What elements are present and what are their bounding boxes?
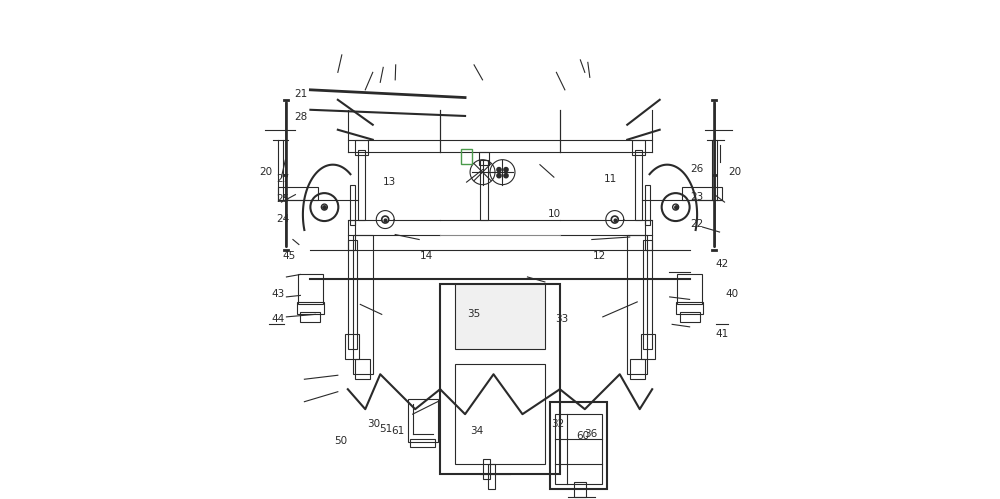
Bar <box>641 334 655 359</box>
Bar <box>645 220 652 250</box>
Text: 45: 45 <box>283 251 296 261</box>
Text: 41: 41 <box>716 329 729 339</box>
Bar <box>682 187 722 200</box>
Bar <box>635 150 642 220</box>
Text: 43: 43 <box>271 289 285 299</box>
Bar <box>440 284 560 474</box>
Bar <box>278 187 318 200</box>
Bar <box>488 464 495 489</box>
Text: 50: 50 <box>334 436 347 446</box>
Bar <box>358 150 365 220</box>
Bar <box>355 359 370 379</box>
Text: 26: 26 <box>691 164 704 174</box>
Text: 10: 10 <box>547 209 561 219</box>
Bar <box>350 185 355 225</box>
Bar <box>550 402 607 489</box>
Circle shape <box>504 174 508 178</box>
Text: 23: 23 <box>691 192 704 202</box>
Text: 35: 35 <box>468 309 481 319</box>
Bar <box>355 140 368 155</box>
Text: 34: 34 <box>470 426 483 436</box>
Circle shape <box>673 204 679 210</box>
Bar <box>455 364 545 464</box>
Circle shape <box>504 168 508 172</box>
Text: 61: 61 <box>392 426 405 436</box>
Bar <box>677 274 702 304</box>
Bar <box>348 240 357 349</box>
Bar <box>479 152 489 165</box>
Bar <box>298 274 323 304</box>
Text: 60: 60 <box>576 431 589 441</box>
Bar <box>408 399 438 442</box>
Circle shape <box>497 168 501 172</box>
Text: 28: 28 <box>294 112 308 122</box>
Bar <box>348 220 355 250</box>
Bar <box>345 334 359 359</box>
Text: 40: 40 <box>726 289 739 299</box>
Bar <box>645 185 650 225</box>
Bar <box>353 235 373 374</box>
Text: 20: 20 <box>729 167 742 177</box>
Bar <box>680 312 700 322</box>
Bar <box>480 160 488 220</box>
Bar <box>455 284 545 349</box>
Text: 42: 42 <box>716 259 729 269</box>
Text: 22: 22 <box>691 219 704 229</box>
Circle shape <box>611 216 618 223</box>
Text: 14: 14 <box>420 251 433 261</box>
Bar <box>632 140 645 155</box>
Text: 30: 30 <box>367 419 380 429</box>
Text: 27: 27 <box>276 174 290 184</box>
Bar <box>297 302 324 314</box>
Circle shape <box>497 174 501 178</box>
Text: 33: 33 <box>555 314 568 324</box>
Text: 32: 32 <box>551 419 565 429</box>
Bar <box>574 482 586 497</box>
Text: 25: 25 <box>276 194 290 204</box>
Text: 20: 20 <box>259 167 273 177</box>
Text: 21: 21 <box>294 89 308 99</box>
Bar <box>461 149 472 164</box>
Text: 11: 11 <box>604 174 617 184</box>
Text: 36: 36 <box>584 429 597 439</box>
Text: 13: 13 <box>383 177 396 187</box>
Bar <box>410 439 435 447</box>
Circle shape <box>382 216 389 223</box>
Bar <box>676 302 703 314</box>
Text: 12: 12 <box>593 251 606 261</box>
Circle shape <box>321 204 327 210</box>
Bar <box>643 240 652 349</box>
Text: 44: 44 <box>271 314 285 324</box>
Bar <box>300 312 320 322</box>
Bar <box>630 359 645 379</box>
Bar <box>483 459 490 479</box>
Bar <box>555 414 602 484</box>
Text: 24: 24 <box>276 214 290 224</box>
Text: 51: 51 <box>379 424 392 434</box>
Bar <box>627 235 647 374</box>
